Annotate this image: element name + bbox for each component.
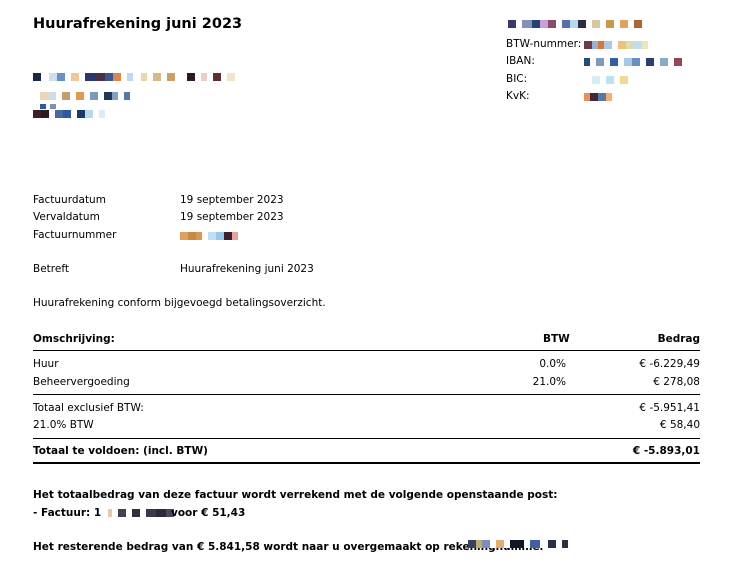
btw-number-label: BTW-nummer:: [506, 38, 582, 50]
redacted-recipient-name: [33, 73, 235, 81]
row-description: Beheervergoeding: [33, 376, 130, 388]
vat-value: € 58,40: [659, 419, 700, 431]
redacted-recipient-city: [33, 110, 105, 118]
vat-label: 21.0% BTW: [33, 419, 94, 431]
factuurnummer-label: Factuurnummer: [33, 229, 117, 241]
redacted-bic: [592, 76, 628, 84]
redacted-account-number: [468, 540, 568, 548]
betreft-value: Huurafrekening juni 2023: [180, 263, 314, 275]
factuurdatum-label: Factuurdatum: [33, 194, 106, 206]
bic-label: BIC:: [506, 73, 528, 85]
redacted-factuurnummer: [180, 232, 238, 240]
redacted-btw-number: [584, 41, 648, 49]
row-description: Huur: [33, 358, 59, 370]
invoice-title: Huurafrekening juni 2023: [33, 16, 243, 32]
total-label: Totaal te voldoen: (incl. BTW): [33, 445, 208, 457]
redacted-kvk: [584, 93, 612, 101]
offset-invoice-amount: voor € 51,43: [171, 507, 246, 519]
total-double-divider: [33, 462, 700, 464]
row-btw: 0.0%: [539, 358, 566, 370]
offset-notice: Het totaalbedrag van deze factuur wordt …: [33, 489, 558, 501]
total-value: € -5.893,01: [632, 445, 700, 457]
offset-invoice-prefix: - Factuur: 1: [33, 507, 102, 519]
iban-label: IBAN:: [506, 55, 535, 67]
column-header-btw: BTW: [543, 333, 570, 345]
redacted-recipient-extra: [40, 104, 56, 109]
vervaldatum-value: 19 september 2023: [180, 211, 284, 223]
redacted-iban: [584, 58, 682, 66]
column-header-bedrag: Bedrag: [657, 333, 700, 345]
total-divider: [33, 438, 700, 439]
kvk-label: KvK:: [506, 90, 530, 102]
column-header-omschrijving: Omschrijving:: [33, 333, 115, 345]
subtotal-value: € -5.951,41: [639, 402, 700, 414]
subtotal-divider: [33, 394, 700, 395]
redacted-recipient-street: [40, 92, 130, 100]
factuurdatum-value: 19 september 2023: [180, 194, 284, 206]
header-divider: [33, 350, 700, 351]
row-btw: 21.0%: [532, 376, 566, 388]
betreft-label: Betreft: [33, 263, 69, 275]
row-amount: € 278,08: [653, 376, 700, 388]
vervaldatum-label: Vervaldatum: [33, 211, 100, 223]
subtotal-label: Totaal exclusief BTW:: [33, 402, 144, 414]
redacted-company-name: [508, 20, 642, 28]
intro-text: Huurafrekening conform bijgevoegd betali…: [33, 297, 326, 309]
remaining-amount-notice: Het resterende bedrag van € 5.841,58 wor…: [33, 541, 545, 553]
row-amount: € -6.229,49: [639, 358, 700, 370]
redacted-offset-invoice-number: [108, 509, 174, 517]
